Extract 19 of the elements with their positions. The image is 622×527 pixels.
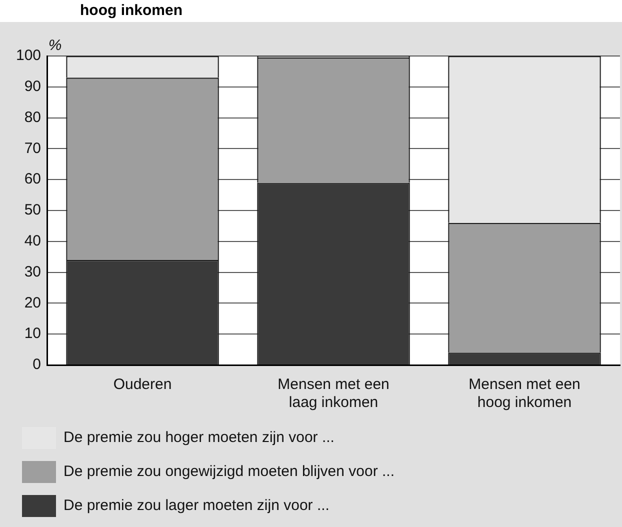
y-tick-label: 20 xyxy=(24,294,42,312)
x-tick-label: Mensen met een hoog inkomen xyxy=(468,376,580,412)
chart-title: hoog inkomen xyxy=(79,1,184,21)
legend-label: De premie zou ongewijzigd moeten blijven voor ... xyxy=(64,463,395,480)
y-tick-label: 50 xyxy=(24,202,42,219)
y-tick-label: 60 xyxy=(24,170,42,188)
y-tick-label: 10 xyxy=(24,325,42,342)
x-tick-label: Mensen met een laag inkomen xyxy=(278,376,390,412)
x-tick-label: Ouderen xyxy=(113,376,172,394)
legend-label: De premie zou hoger moeten zijn voor ... xyxy=(64,429,334,446)
y-tick-label: 80 xyxy=(24,108,42,126)
y-tick-label: 70 xyxy=(24,140,42,157)
y-tick-label: 30 xyxy=(24,263,42,280)
y-axis-title: % xyxy=(48,37,62,54)
legend-label: De premie zou lager moeten zijn voor ... xyxy=(64,497,330,514)
y-tick-label: 90 xyxy=(24,78,42,96)
y-tick-label: 40 xyxy=(24,232,42,250)
y-tick-label: 0 xyxy=(32,356,42,374)
y-tick-label: 100 xyxy=(16,47,42,64)
